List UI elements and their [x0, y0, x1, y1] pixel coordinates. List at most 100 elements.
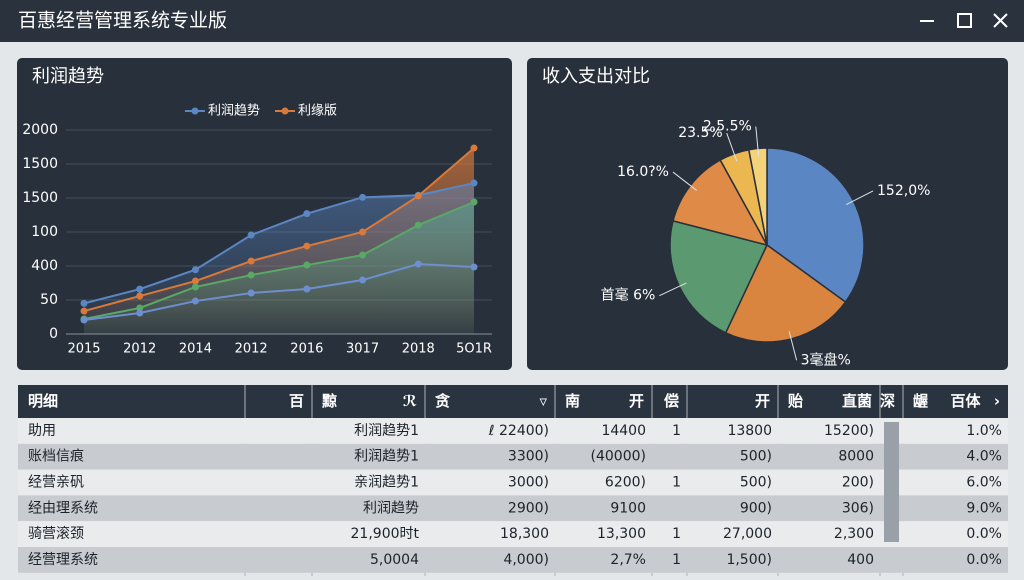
table-cell: 助用	[28, 423, 56, 439]
pie-label: 3毫盘%	[801, 351, 851, 368]
window-title: 百惠经营管理系统专业版	[18, 10, 227, 32]
table-cell: 3300)	[508, 449, 549, 465]
table-cell: 利润趋势1	[354, 423, 419, 439]
close-button[interactable]	[993, 13, 1008, 28]
point	[303, 242, 311, 250]
y-tick-label: 50	[40, 292, 58, 308]
leader-line	[788, 331, 798, 361]
x-tick-label: 2016	[290, 342, 323, 357]
y-tick-label: 0	[49, 326, 58, 342]
leader-line	[726, 132, 738, 162]
leader-line	[672, 171, 697, 191]
point	[470, 144, 478, 152]
table-cell: 6200)	[605, 475, 646, 491]
point	[303, 210, 311, 218]
table-cell: ℓ 22400)	[488, 423, 549, 439]
table-cell: 1	[672, 552, 681, 568]
table-cell: 1.0%	[966, 423, 1002, 439]
table-cell: 3000)	[508, 475, 549, 491]
table-row	[18, 443, 1008, 470]
table-cell: 27,000	[723, 526, 772, 542]
table-cell: 5,0004	[370, 552, 419, 568]
column-header: 开	[629, 392, 644, 410]
column-header: 开	[755, 392, 770, 410]
column-header: 百体	[950, 392, 981, 410]
table-cell: 骑营滚颈	[28, 525, 84, 542]
table-cell: 经营亲矾	[28, 475, 84, 491]
table-header	[18, 385, 1008, 418]
table-cell: 0.0%	[966, 552, 1002, 568]
table-cell: 0.0%	[966, 526, 1002, 542]
series-line	[83, 263, 475, 322]
point	[247, 289, 255, 297]
table-cell: 21,900时t	[351, 526, 420, 542]
point	[247, 271, 255, 279]
table-cell: 13,300	[597, 526, 646, 542]
table-cell: 18,300	[500, 526, 549, 542]
point	[470, 198, 478, 206]
point	[414, 192, 422, 200]
table-cell: 400	[847, 552, 874, 568]
point	[136, 292, 144, 300]
table-row	[18, 495, 1008, 522]
point	[303, 261, 311, 269]
point	[359, 276, 367, 284]
y-tick-label: 1500	[22, 190, 58, 206]
column-header: 黥	[322, 392, 337, 410]
point	[247, 231, 255, 239]
point	[470, 179, 478, 187]
pie-label: 16.0?%	[617, 164, 669, 180]
point	[191, 297, 199, 305]
point	[191, 266, 199, 274]
point	[414, 221, 422, 229]
legend-label: 利润趋势	[208, 103, 260, 119]
y-tick-label: 2000	[22, 122, 58, 138]
pie-label: 23.5%	[678, 125, 722, 141]
point	[359, 251, 367, 259]
point	[414, 260, 422, 268]
x-tick-label: 2012	[235, 342, 268, 357]
scrollbar[interactable]	[884, 422, 899, 542]
table-cell: 14400	[601, 423, 646, 439]
y-tick-label: 1500	[22, 156, 58, 172]
table-cell: 6.0%	[966, 475, 1002, 491]
series-line	[83, 182, 475, 305]
x-tick-label: 3017	[346, 342, 379, 357]
point	[191, 283, 199, 291]
pie-label: 首毫 6%	[601, 287, 656, 304]
point	[359, 193, 367, 201]
maximize-button[interactable]	[957, 13, 972, 28]
leader-line	[755, 126, 760, 157]
panel-title: 利润趋势	[32, 66, 104, 87]
point	[80, 316, 88, 324]
point	[136, 304, 144, 312]
point	[303, 285, 311, 293]
y-tick-label: 100	[31, 224, 58, 240]
legend-swatch	[191, 107, 199, 115]
column-header: 直菌	[842, 392, 872, 410]
column-header: ›	[994, 392, 1000, 410]
table-cell: (40000)	[591, 449, 646, 465]
table-cell: 经营理系统	[28, 552, 98, 568]
series-line	[83, 201, 475, 320]
x-tick-label: 2018	[402, 342, 435, 357]
table-cell: 4,000)	[503, 552, 549, 568]
point	[359, 228, 367, 236]
leader-line	[659, 282, 687, 297]
title-bar	[0, 0, 1024, 42]
table-row	[18, 547, 1008, 573]
pie-label: 2.5.5%	[703, 119, 752, 135]
table-cell: 1	[672, 423, 681, 439]
column-header: 南	[565, 392, 580, 410]
table-row	[18, 418, 1008, 444]
point	[247, 257, 255, 265]
table-cell: 1	[672, 526, 681, 542]
table-cell: 利润趋势	[363, 500, 419, 516]
table-cell: 306)	[842, 500, 874, 516]
table-cell: 13800	[727, 423, 772, 439]
point	[80, 299, 88, 307]
column-header: 百	[289, 392, 304, 410]
table-cell: 900)	[740, 500, 772, 516]
